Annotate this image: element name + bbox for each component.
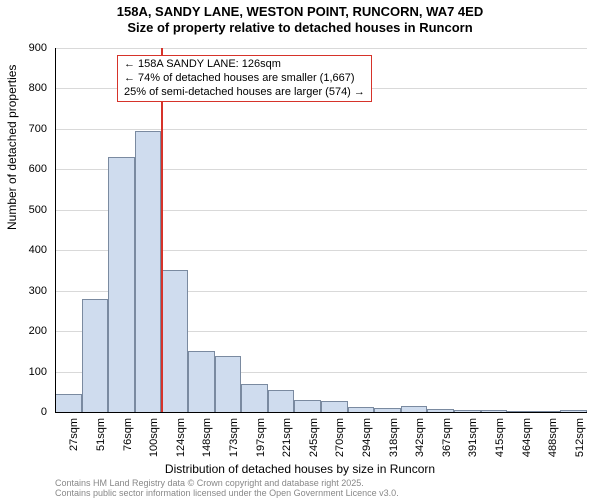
x-tick-label: 173sqm <box>228 418 240 463</box>
x-tick-label: 51sqm <box>95 418 107 463</box>
x-tick-label: 367sqm <box>441 418 453 463</box>
x-tick-label: 27sqm <box>68 418 80 463</box>
chart-title: 158A, SANDY LANE, WESTON POINT, RUNCORN,… <box>0 4 600 37</box>
x-tick-label: 512sqm <box>574 418 586 463</box>
plot-area: ← 158A SANDY LANE: 126sqm← 74% of detach… <box>55 48 587 412</box>
footnote-line1: Contains HM Land Registry data © Crown c… <box>55 478 399 488</box>
y-tick-label: 700 <box>29 123 47 135</box>
histogram-bar <box>55 394 82 412</box>
property-marker-line <box>161 48 163 412</box>
histogram-bar <box>241 384 268 412</box>
y-axis-line <box>55 48 56 412</box>
histogram-bar <box>82 299 109 412</box>
x-tick-label: 100sqm <box>148 418 160 463</box>
x-tick-label: 318sqm <box>388 418 400 463</box>
histogram-bar <box>161 270 188 412</box>
x-tick-label: 124sqm <box>175 418 187 463</box>
x-tick-label: 148sqm <box>201 418 213 463</box>
x-tick-label: 464sqm <box>521 418 533 463</box>
y-tick-label: 800 <box>29 82 47 94</box>
y-tick-label: 400 <box>29 244 47 256</box>
y-tick-label: 200 <box>29 325 47 337</box>
x-tick-label: 221sqm <box>281 418 293 463</box>
x-tick-label: 342sqm <box>414 418 426 463</box>
x-tick-label: 391sqm <box>467 418 479 463</box>
y-tick-label: 900 <box>29 42 47 54</box>
x-tick-label: 197sqm <box>255 418 267 463</box>
footnote: Contains HM Land Registry data © Crown c… <box>55 478 399 499</box>
y-axis-label: Number of detached properties <box>5 65 19 230</box>
info-line: 25% of semi-detached houses are larger (… <box>124 86 365 100</box>
y-tick-label: 300 <box>29 285 47 297</box>
histogram-bar <box>215 356 242 412</box>
info-line: ← 158A SANDY LANE: 126sqm <box>124 58 365 72</box>
footnote-line2: Contains public sector information licen… <box>55 488 399 498</box>
x-tick-label: 270sqm <box>334 418 346 463</box>
y-tick-label: 500 <box>29 204 47 216</box>
histogram-bar <box>135 131 162 412</box>
x-tick-label: 245sqm <box>308 418 320 463</box>
histogram-bar <box>321 401 348 412</box>
y-tick-label: 0 <box>41 406 47 418</box>
histogram-bar <box>108 157 135 412</box>
x-tick-label: 76sqm <box>122 418 134 463</box>
property-info-box: ← 158A SANDY LANE: 126sqm← 74% of detach… <box>117 55 372 102</box>
y-tick-label: 600 <box>29 163 47 175</box>
x-tick-label: 294sqm <box>361 418 373 463</box>
x-axis-line <box>55 412 587 413</box>
histogram-bar <box>294 400 321 412</box>
title-line2: Size of property relative to detached ho… <box>0 20 600 36</box>
info-line: ← 74% of detached houses are smaller (1,… <box>124 72 365 86</box>
x-tick-label: 415sqm <box>494 418 506 463</box>
histogram-bar <box>268 390 295 412</box>
x-axis-label: Distribution of detached houses by size … <box>0 462 600 476</box>
gridline <box>55 48 587 49</box>
histogram-bar <box>188 351 215 412</box>
x-tick-label: 488sqm <box>547 418 559 463</box>
title-line1: 158A, SANDY LANE, WESTON POINT, RUNCORN,… <box>0 4 600 20</box>
y-tick-label: 100 <box>29 366 47 378</box>
chart-plot-area: ← 158A SANDY LANE: 126sqm← 74% of detach… <box>55 48 587 412</box>
